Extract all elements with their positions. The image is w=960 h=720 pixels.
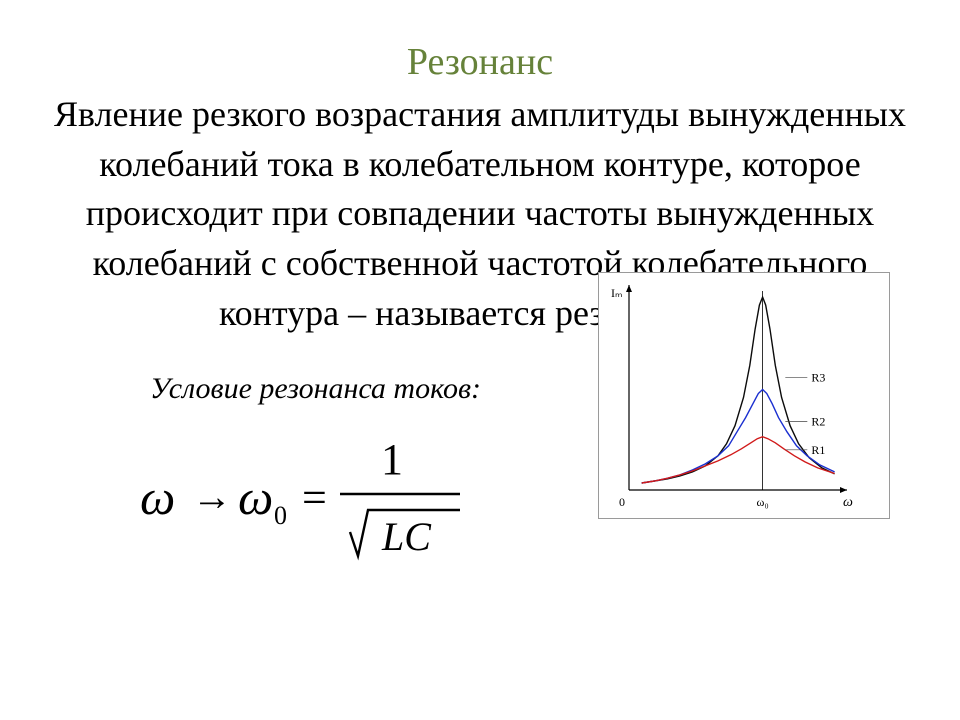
denominator-lc: LC <box>381 514 432 559</box>
arrow-symbol: → <box>192 474 232 519</box>
numerator: 1 <box>381 435 403 484</box>
svg-text:R3: R3 <box>811 371 825 385</box>
svg-text:R1: R1 <box>811 443 825 457</box>
svg-text:R2: R2 <box>811 415 825 429</box>
svg-text:ω: ω <box>843 495 853 510</box>
slide-title: Резонанс <box>40 40 920 84</box>
chart-svg: R3 R2 R1 Iₘ ω 0 ω₀ <box>599 273 889 518</box>
svg-text:Iₘ: Iₘ <box>611 286 622 300</box>
equals-symbol: = <box>302 473 327 522</box>
svg-text:ω₀: ω₀ <box>757 495 769 509</box>
condition-label: Условие резонанса токов: <box>150 372 481 406</box>
resonance-chart: R3 R2 R1 Iₘ ω 0 ω₀ <box>598 272 890 519</box>
omega0-symbol: ω <box>238 469 273 525</box>
omega0-subscript: 0 <box>274 501 287 530</box>
resonance-formula: ω → ω 0 = 1 LC <box>130 422 490 572</box>
lower-region: Условие резонанса токов: ω → ω 0 = 1 LC … <box>40 352 920 612</box>
slide: Резонанс Явление резкого возрастания амп… <box>0 0 960 720</box>
omega-symbol: ω <box>140 469 175 525</box>
svg-text:0: 0 <box>619 495 625 509</box>
